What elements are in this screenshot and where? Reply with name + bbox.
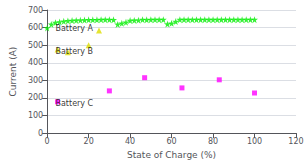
svg-text:Battery A: Battery A — [55, 24, 93, 33]
svg-text:300: 300 — [28, 76, 43, 85]
svg-text:100: 100 — [247, 137, 262, 146]
svg-text:20: 20 — [84, 137, 94, 146]
svg-text:0: 0 — [38, 129, 43, 138]
svg-text:400: 400 — [28, 58, 43, 67]
svg-text:120: 120 — [288, 137, 303, 146]
svg-text:Current (A): Current (A) — [8, 47, 18, 97]
svg-text:80: 80 — [208, 137, 218, 146]
svg-text:Battery B: Battery B — [55, 47, 93, 56]
svg-text:0: 0 — [45, 137, 50, 146]
svg-text:Battery C: Battery C — [55, 99, 93, 108]
svg-text:500: 500 — [28, 41, 43, 50]
svg-text:600: 600 — [28, 23, 43, 32]
svg-text:700: 700 — [28, 6, 43, 15]
svg-text:200: 200 — [28, 93, 43, 102]
svg-text:60: 60 — [166, 137, 176, 146]
svg-text:100: 100 — [28, 111, 43, 120]
svg-text:State of Charge (%): State of Charge (%) — [127, 150, 216, 160]
svg-text:40: 40 — [125, 137, 135, 146]
